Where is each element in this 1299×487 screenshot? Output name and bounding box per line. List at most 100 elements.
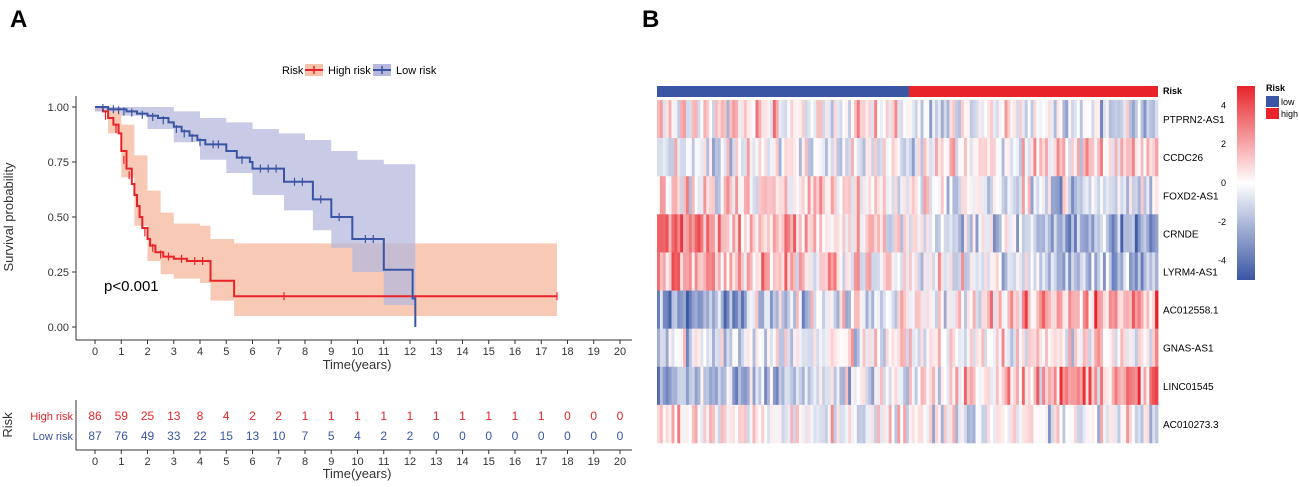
- km-confidence-bands: [95, 107, 557, 316]
- heatmap-cell: [888, 366, 892, 406]
- heatmap-cell: [1105, 100, 1110, 139]
- risk-table-cell-high: 8: [197, 409, 204, 423]
- heatmap-cell: [975, 100, 979, 139]
- heatmap-cell: [778, 252, 782, 291]
- heatmap-cell: [1108, 366, 1113, 406]
- heatmap-cell: [926, 214, 930, 253]
- heatmap-cell: [894, 100, 898, 139]
- heatmap-cell: [671, 100, 675, 139]
- heatmap-cell: [807, 290, 811, 329]
- km-y-tick-label: 0.75: [48, 157, 69, 169]
- heatmap-cell: [683, 138, 687, 177]
- heatmap-cell: [998, 290, 1003, 329]
- heatmap-cell: [836, 404, 840, 444]
- heatmap-cell: [1114, 366, 1118, 406]
- heatmap-cell: [1146, 214, 1150, 253]
- heatmap-cell: [767, 328, 771, 368]
- heatmap-cell: [885, 366, 890, 406]
- heatmap-cell: [978, 138, 982, 177]
- heatmap-cell: [749, 290, 753, 329]
- heatmap-cell: [914, 252, 919, 291]
- heatmap-cell: [804, 328, 808, 368]
- heatmap-cell: [926, 100, 930, 139]
- heatmap-cell: [714, 214, 719, 253]
- heatmap-cell: [911, 290, 916, 329]
- heatmap-cell: [963, 328, 968, 368]
- heatmap-cell: [1065, 138, 1069, 177]
- heatmap-cell: [824, 328, 829, 368]
- heatmap-cell: [688, 404, 693, 444]
- heatmap-cell: [1117, 404, 1121, 444]
- heatmap-cell: [1131, 138, 1136, 177]
- heatmap-cell: [946, 176, 950, 215]
- heatmap-cell: [804, 176, 808, 215]
- heatmap-cell: [1056, 328, 1060, 368]
- heatmap-cell: [1152, 138, 1156, 177]
- heatmap-cell: [816, 214, 820, 253]
- heatmap-cell: [845, 100, 849, 139]
- heatmap-cell: [865, 404, 869, 444]
- heatmap-cell: [853, 328, 858, 368]
- heatmap-cell: [769, 138, 774, 177]
- heatmap-cell: [865, 366, 869, 406]
- heatmap-cell: [1131, 176, 1136, 215]
- heatmap-cell: [761, 100, 765, 139]
- heatmap-cell: [1059, 214, 1063, 253]
- heatmap-cell: [1143, 404, 1147, 444]
- heatmap-cell: [1117, 328, 1121, 368]
- heatmap-cell: [833, 252, 837, 291]
- heatmap-cell: [743, 138, 748, 177]
- heatmap-cell: [1079, 328, 1084, 368]
- heatmap-cell: [949, 176, 953, 215]
- heatmap-cell: [848, 176, 852, 215]
- heatmap-cell: [998, 214, 1003, 253]
- heatmap-cell: [865, 252, 869, 291]
- heatmap-cell: [703, 100, 707, 139]
- heatmap-cell: [712, 214, 716, 253]
- heatmap-cell: [966, 100, 971, 139]
- heatmap-cell: [801, 366, 806, 406]
- heatmap-cell: [723, 100, 727, 139]
- heatmap-cell: [781, 252, 785, 291]
- heatmap-cell: [830, 404, 835, 444]
- heatmap-cell: [1129, 176, 1133, 215]
- km-x-tick-label: 4: [197, 346, 203, 358]
- heatmap-cell: [735, 290, 739, 329]
- heatmap-cell: [816, 138, 820, 177]
- heatmap-cell: [1007, 366, 1011, 406]
- heatmap-cell: [1027, 252, 1031, 291]
- heatmap-cell: [903, 176, 907, 215]
- heatmap-cell: [674, 100, 678, 139]
- heatmap-cell: [882, 176, 887, 215]
- km-x-tick-label: 1: [118, 346, 124, 358]
- heatmap-cell: [662, 404, 667, 444]
- heatmap-cell: [688, 100, 693, 139]
- heatmap-cell: [703, 328, 707, 368]
- heatmap-cell: [1024, 100, 1029, 139]
- heatmap-cell: [813, 366, 817, 406]
- heatmap-cell: [897, 138, 901, 177]
- risk-table-cell-low: 0: [538, 429, 545, 443]
- heatmap-cell: [801, 290, 806, 329]
- heatmap-cell: [1100, 290, 1104, 329]
- heatmap-cell: [1105, 252, 1110, 291]
- heatmap-cell: [926, 328, 930, 368]
- heatmap-cell: [755, 328, 759, 368]
- heatmap-cell: [955, 252, 959, 291]
- heatmap-cell: [749, 252, 753, 291]
- heatmap-cell: [798, 214, 803, 253]
- heatmap-cell: [827, 328, 832, 368]
- heatmap-cell: [1094, 100, 1098, 139]
- heatmap-cell: [972, 252, 976, 291]
- heatmap-cell: [1134, 404, 1139, 444]
- km-legend-title: Risk: [282, 65, 304, 77]
- heatmap-cell: [966, 366, 971, 406]
- heatmap-cell: [694, 138, 698, 177]
- heatmap-cell: [842, 100, 846, 139]
- heatmap-cell: [992, 252, 997, 291]
- km-p-value: p<0.001: [104, 278, 159, 295]
- heatmap-cell: [1027, 290, 1031, 329]
- heatmap-cell: [732, 138, 736, 177]
- heatmap-cell: [822, 176, 826, 215]
- heatmap-cell: [1030, 404, 1034, 444]
